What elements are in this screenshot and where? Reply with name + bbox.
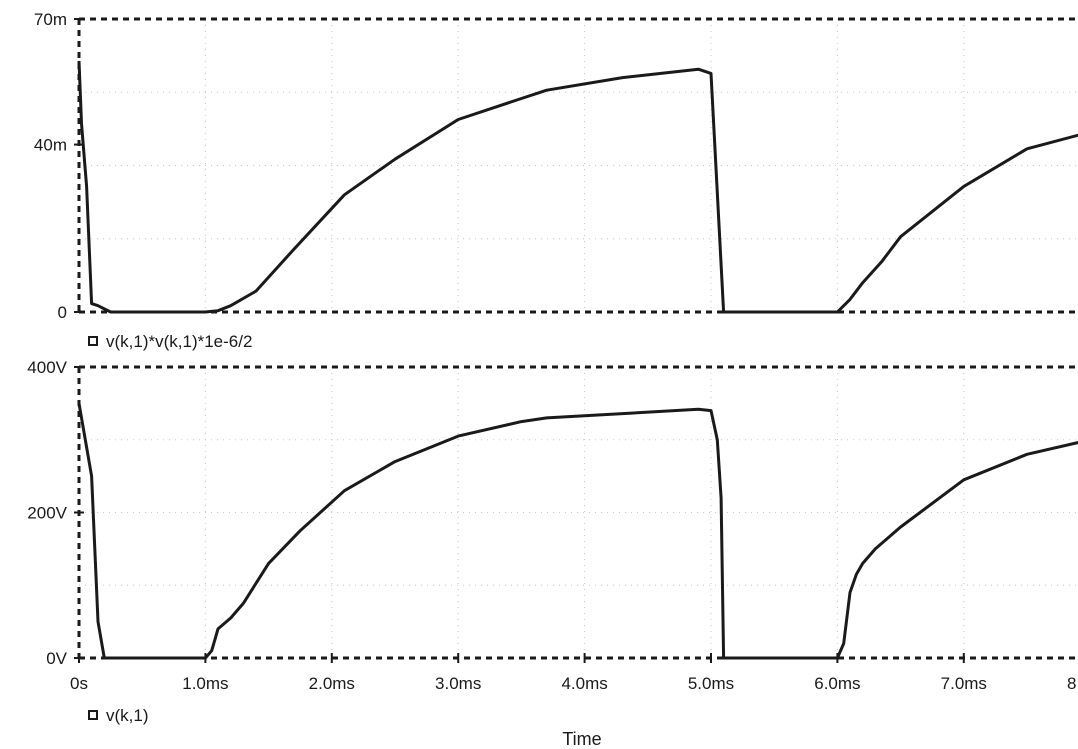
series-line — [77, 60, 1078, 314]
bottom-legend: v(k,1) — [88, 706, 149, 725]
y-tick-label: 70m — [34, 10, 67, 29]
y-tick-label: 40m — [34, 136, 67, 155]
y-tick-label: 0 — [58, 303, 67, 322]
x-tick-label: 2.0ms — [309, 674, 355, 693]
series-line — [77, 403, 1078, 660]
x-tick-label: 7.0ms — [941, 674, 987, 693]
bottom-legend-label: v(k,1) — [106, 706, 149, 725]
x-tick-label: 1.0ms — [182, 674, 228, 693]
x-tick-label: 6.0ms — [814, 674, 860, 693]
top-legend: v(k,1)*v(k,1)*1e-6/2 — [88, 332, 252, 351]
x-tick-label: 8.0ms — [1067, 674, 1078, 693]
x-tick-label: 4.0ms — [561, 674, 607, 693]
bottom-grid — [79, 367, 1076, 658]
x-tick-label: 0s — [70, 674, 88, 693]
top-legend-label: v(k,1)*v(k,1)*1e-6/2 — [106, 332, 252, 351]
y-tick-label: 200V — [27, 504, 67, 523]
x-tick-label: 5.0ms — [688, 674, 734, 693]
x-axis-title: Time — [562, 729, 601, 749]
top-grid — [79, 19, 1076, 312]
bottom-x-ticks: 0s 1.0ms 2.0ms 3.0ms 4.0ms 5.0ms 6.0ms 7.0ms 8.0… — [70, 653, 1078, 693]
bottom-y-ticks: 0V 200V 400V — [27, 358, 84, 668]
top-series — [77, 60, 1078, 314]
x-tick-label: 3.0ms — [435, 674, 481, 693]
top-y-ticks: 0 40m 70m — [34, 10, 84, 322]
y-tick-label: 400V — [27, 358, 67, 377]
y-tick-label: 0V — [46, 649, 67, 668]
top-legend-marker — [88, 336, 98, 346]
top-plot: 0 40m 70m v(k,1)*v(k,1)*1e-6/2 — [34, 10, 1078, 351]
bottom-legend-marker — [88, 710, 98, 720]
bottom-series — [77, 403, 1078, 660]
bottom-plot: 0V 200V 400V 0s 1.0ms 2.0ms 3.0ms 4.0ms 5.0ms 6.… — [27, 358, 1078, 749]
